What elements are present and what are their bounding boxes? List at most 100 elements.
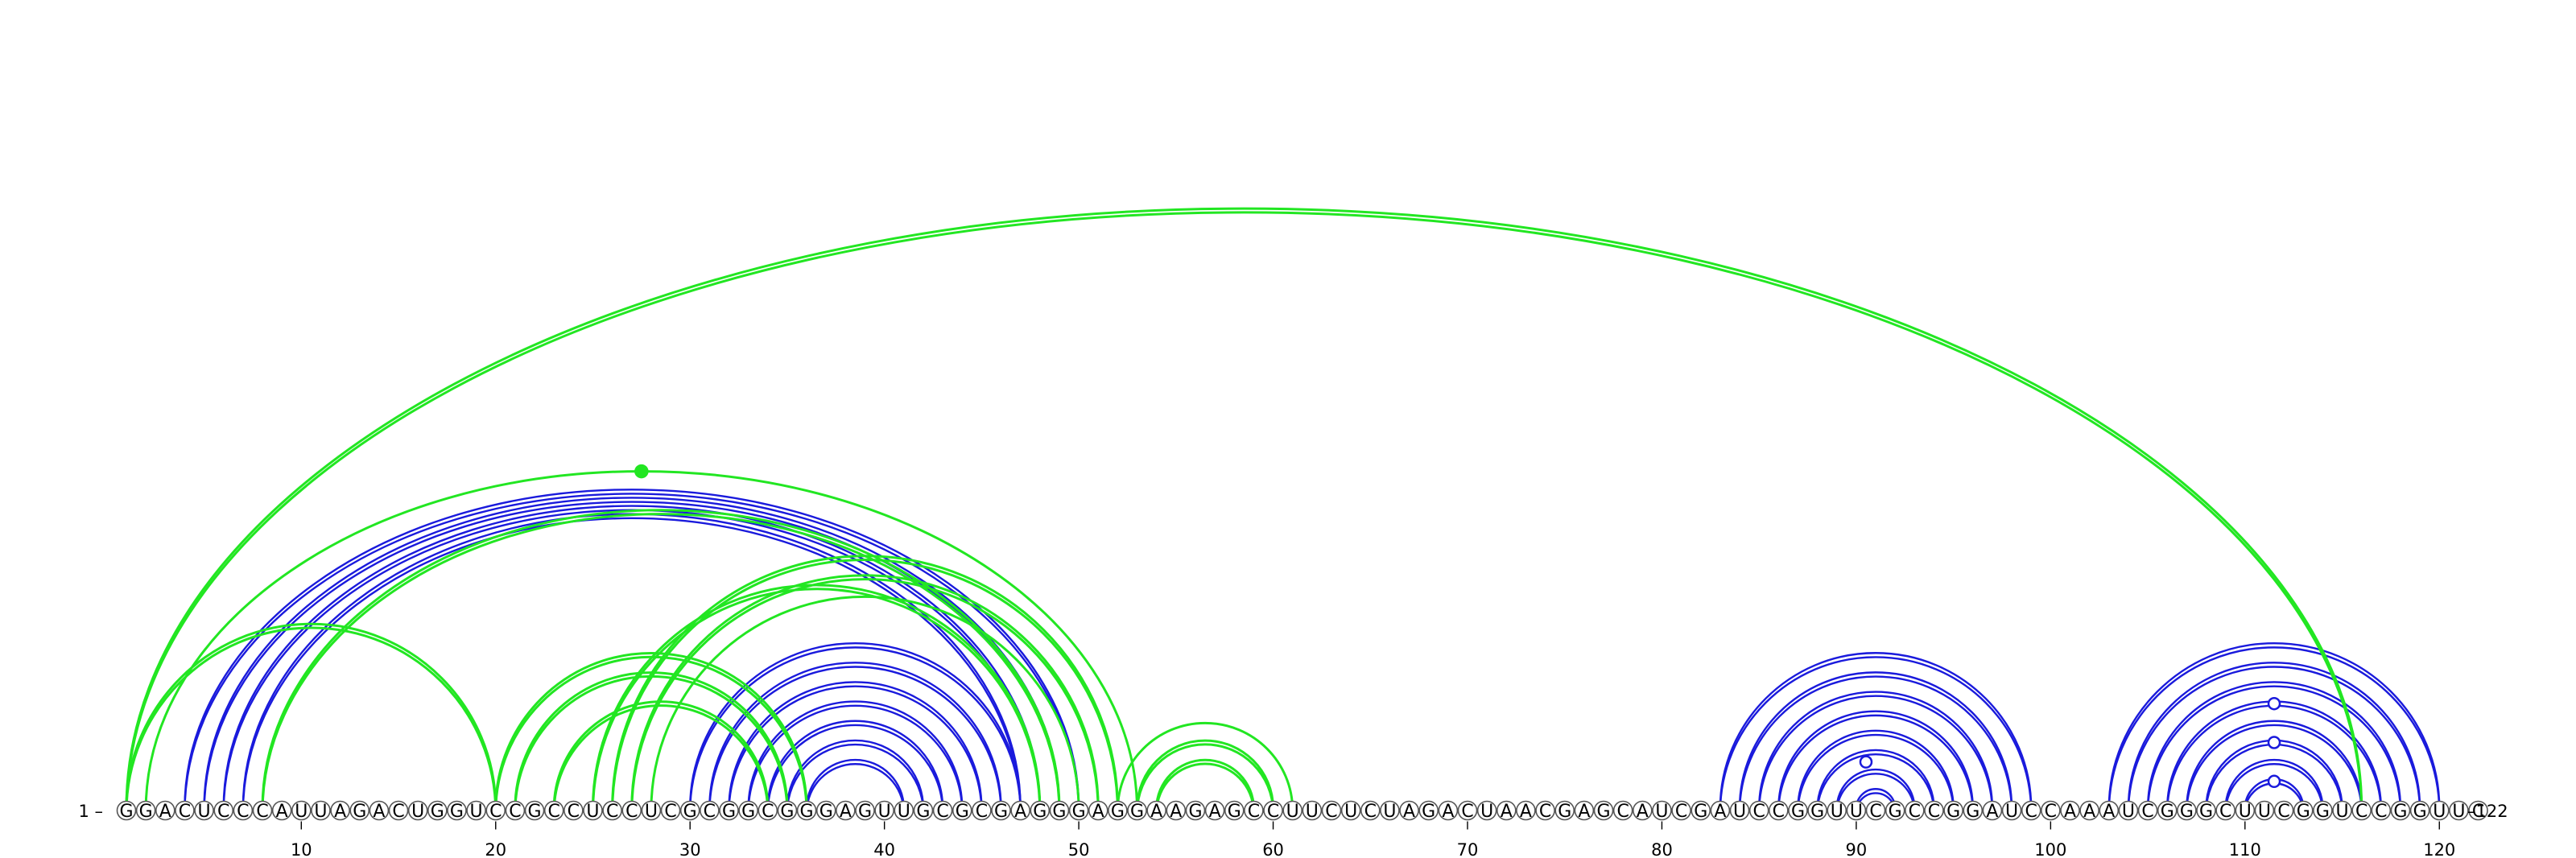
nucleotide-letter: A xyxy=(1501,802,1513,822)
nucleotide-letter: C xyxy=(1267,802,1279,822)
nucleotide-circle xyxy=(1049,800,1070,821)
nucleotide-letter: G xyxy=(683,802,697,822)
blue-base-pair-arc xyxy=(2127,662,2421,809)
axis-tick-label: 50 xyxy=(1068,840,1090,858)
blue-base-pair-arc xyxy=(1757,695,1994,813)
nucleotide-letter: G xyxy=(1072,802,1086,822)
nucleotide-circle xyxy=(1710,800,1731,821)
nucleotide-circle xyxy=(1827,800,1847,821)
nucleotide-letter: A xyxy=(159,802,171,822)
green-base-pair-arc xyxy=(1116,721,1294,811)
nucleotide-circle xyxy=(1769,800,1789,821)
blue-base-pair-arc xyxy=(2224,763,2324,813)
nucleotide-circle xyxy=(427,800,448,821)
nucleotide-circle xyxy=(1204,800,1225,821)
nucleotide-circle xyxy=(2001,800,2022,821)
nucleotide-letter: C xyxy=(1928,802,1940,822)
axis-tick-label: 100 xyxy=(2034,840,2066,858)
nucleotide-circle xyxy=(660,800,681,821)
nucleotide-letter: C xyxy=(489,802,502,822)
nucleotide-letter: C xyxy=(936,802,948,822)
nucleotide-circle xyxy=(2449,800,2469,821)
nucleotide-circle xyxy=(1321,800,1342,821)
nucleotide-letter: C xyxy=(1752,802,1765,822)
nucleotide-circle xyxy=(447,800,467,821)
nucleotide-letter: C xyxy=(1675,802,1687,822)
nucleotide-letter: C xyxy=(1248,802,1260,822)
nucleotide-circle xyxy=(1418,800,1439,821)
green-base-pair-arc xyxy=(1136,739,1275,809)
blue-base-pair-arc xyxy=(2186,720,2363,809)
nucleotide-letter: C xyxy=(1773,802,1785,822)
nucleotide-circle xyxy=(291,800,312,821)
blue-base-pair-arc xyxy=(689,646,1022,813)
nucleotide-circle xyxy=(116,800,137,821)
nucleotide-circle xyxy=(2409,800,2430,821)
nucleotide-circle xyxy=(2118,800,2139,821)
nucleotide-letter: G xyxy=(139,802,153,822)
green-base-pair-arc xyxy=(494,651,808,809)
nucleotide-circle xyxy=(175,800,195,821)
open-marker xyxy=(2267,774,2281,789)
nucleotide-circle xyxy=(1574,800,1595,821)
nucleotide-letter: U xyxy=(1850,802,1863,822)
nucleotide-letter: C xyxy=(1461,802,1473,822)
nucleotide-letter: G xyxy=(1966,802,1979,822)
open-marker xyxy=(2267,736,2281,749)
nucleotide-circle xyxy=(2313,800,2333,821)
base-pair-arcs xyxy=(125,207,2441,813)
blue-base-pair-arc xyxy=(1719,652,2033,809)
nucleotide-circle xyxy=(1244,800,1264,821)
end-label: –122 xyxy=(2467,802,2508,821)
nucleotide-circle xyxy=(2137,800,2158,821)
blue-base-pair-arc xyxy=(1777,714,1974,813)
nucleotide-circle xyxy=(972,800,992,821)
nucleotide-letter: G xyxy=(2180,802,2194,822)
nucleotide-circle xyxy=(1535,800,1555,821)
blue-base-pair-arc xyxy=(728,681,983,809)
nucleotide-letter: G xyxy=(819,802,833,822)
green-base-pair-arc xyxy=(125,626,497,813)
nucleotide-circle xyxy=(2079,800,2099,821)
nucleotide-letter: A xyxy=(1150,802,1162,822)
nucleotide-circle xyxy=(485,800,506,821)
green-base-pair-arc xyxy=(650,595,1080,811)
nucleotide-circle xyxy=(621,800,642,821)
nucleotide-circle xyxy=(1788,800,1808,821)
nucleotide-letter: G xyxy=(2199,802,2213,822)
nucleotide-letter: C xyxy=(1539,802,1551,822)
nucleotide-circle xyxy=(1263,800,1283,821)
blue-base-pair-arc xyxy=(2146,685,2402,813)
nucleotide-letter: C xyxy=(2141,802,2153,822)
nucleotide-circle xyxy=(1185,800,1206,821)
blue-base-pair-arc xyxy=(805,763,905,813)
nucleotide-letter: G xyxy=(119,802,133,822)
nucleotide-circle xyxy=(679,800,700,821)
nucleotide-circle xyxy=(252,800,273,821)
nucleotide-letter: U xyxy=(2005,802,2018,822)
nucleotide-letter: U xyxy=(2258,802,2271,822)
nucleotide-circle xyxy=(1748,800,1769,821)
nucleotide-letter: U xyxy=(411,802,424,822)
nucleotide-circle xyxy=(388,800,409,821)
nucleotide-circle xyxy=(1690,800,1711,821)
nucleotide-letter: U xyxy=(1655,802,1668,822)
nucleotide-circle xyxy=(1496,800,1517,821)
blue-base-pair-arc xyxy=(1797,733,1955,813)
nucleotide-circle xyxy=(874,800,894,821)
nucleotide-letter: G xyxy=(858,802,872,822)
nucleotide-letter: G xyxy=(1228,802,1241,822)
nucleotide-letter: C xyxy=(392,802,404,822)
nucleotide-letter: A xyxy=(276,802,288,822)
nucleotide-circle xyxy=(2060,800,2080,821)
nucleotide-circle xyxy=(1554,800,1575,821)
blue-base-pair-arc xyxy=(1816,749,1935,809)
nucleotide-letter: G xyxy=(2413,802,2427,822)
nucleotide-circle xyxy=(1360,800,1381,821)
blue-base-pair-arc xyxy=(708,662,1002,809)
nucleotide-letter: G xyxy=(528,802,542,822)
nucleotide-letter: C xyxy=(762,802,774,822)
green-base-pair-arc xyxy=(1136,743,1275,813)
nucleotide-circle xyxy=(1729,800,1750,821)
